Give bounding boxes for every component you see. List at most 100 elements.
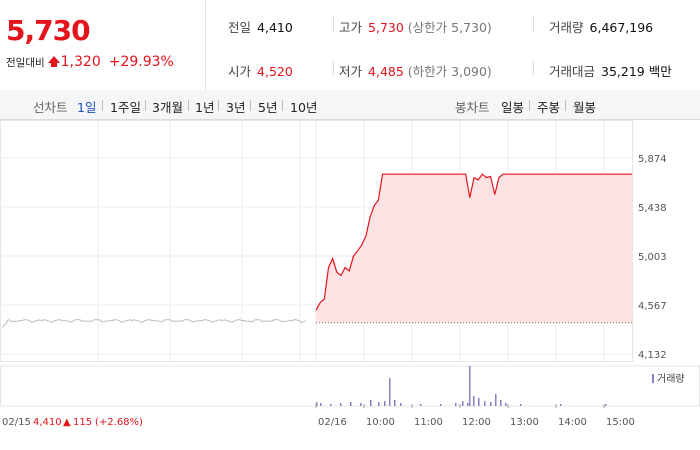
volume-bar: [478, 398, 480, 406]
y-tick-label: 5,874: [638, 154, 667, 165]
stat-value: 6,467,196: [589, 20, 654, 35]
prev-day-up-icon: ▲: [63, 417, 71, 428]
volume-bar: [440, 404, 442, 406]
volume-bar: [484, 401, 486, 406]
volume-bar: [495, 394, 497, 406]
tab-weekly-candle[interactable]: 주봉: [537, 100, 561, 115]
volume-bar: [378, 402, 380, 406]
tab-daily-candle[interactable]: 일봉: [501, 100, 525, 115]
x-tick-label: 11:00: [414, 417, 443, 428]
stat-label: 저가: [339, 64, 363, 79]
today-series: [315, 173, 632, 324]
volume-bar: [505, 403, 507, 406]
divider: [282, 100, 283, 111]
stat-sub: (하한가 3,090): [407, 64, 492, 79]
stat-low: 저가 4,485 (하한가 3,090): [339, 61, 492, 80]
intraday-chart[interactable]: 5,874 5,438 5,003 4,567 4,132 거래량 02/16 10:00…: [0, 120, 700, 450]
prev-day-pct: (+2.68%): [95, 417, 143, 428]
stat-label: 거래대금: [549, 64, 596, 79]
up-arrow-icon: [47, 55, 60, 67]
tab-1y[interactable]: 1년: [195, 100, 215, 115]
divider: [218, 100, 219, 111]
y-tick-label: 4,567: [638, 301, 667, 312]
divider: [565, 100, 566, 111]
stat-prev-close: 전일 4,410: [228, 17, 293, 36]
volume-bar: [455, 403, 457, 406]
volume-bar: [467, 403, 469, 406]
volume-bar: [384, 401, 386, 406]
stat-label: 전일: [228, 20, 252, 35]
candle-chart-label: 봉차트: [455, 100, 490, 115]
volume-bar: [400, 403, 402, 406]
x-tick-label: 02/16: [318, 417, 347, 428]
volume-bar: [394, 400, 396, 406]
volume-bar: [560, 404, 562, 406]
y-tick-label: 4,132: [638, 350, 667, 361]
x-tick-label: 12:00: [462, 417, 491, 428]
volume-bar: [605, 404, 607, 406]
volume-bar: [389, 378, 391, 406]
today-line: [315, 173, 632, 311]
prev-day-series: [1, 319, 307, 328]
chart-toolbar: 선차트 1일 1주일 3개월 1년 3년 5년 10년 봉차트 일봉 주봉 월봉: [0, 90, 700, 120]
tab-monthly-candle[interactable]: 월봉: [573, 100, 597, 115]
divider: [333, 61, 334, 75]
volume-bar: [350, 402, 352, 406]
volume-bar: [420, 404, 422, 406]
prev-day-date: 02/15: [2, 417, 31, 428]
prev-day-close: 4,410: [33, 417, 62, 428]
today-area: [316, 174, 632, 323]
stat-trade-value: 거래대금 35,219 백만: [549, 61, 672, 80]
divider: [145, 100, 146, 111]
volume-bar: [469, 366, 471, 406]
volume-bar: [330, 404, 332, 406]
change-row: 전일대비 1,320 +29.93%: [6, 54, 174, 70]
tab-10y[interactable]: 10년: [290, 100, 318, 115]
volume-legend-swatch: [652, 374, 654, 383]
stat-open: 시가 4,520: [228, 61, 293, 80]
tab-5y[interactable]: 5년: [258, 100, 278, 115]
divider: [250, 100, 251, 111]
change-amount: 1,320: [60, 54, 101, 70]
tab-1w[interactable]: 1주일: [110, 100, 141, 115]
x-tick-label: 14:00: [558, 417, 587, 428]
y-axis: 5,874 5,438 5,003 4,567 4,132: [638, 154, 667, 361]
change-percent: +29.93%: [108, 54, 174, 70]
volume-bar: [370, 400, 372, 406]
change-label: 전일대비: [6, 56, 45, 69]
volume-bar: [520, 404, 522, 406]
tab-3y[interactable]: 3년: [226, 100, 246, 115]
prev-day-line: [1, 319, 307, 328]
current-price: 5,730: [6, 14, 91, 47]
volume-bar: [320, 403, 322, 406]
price-block: 5,730 전일대비 1,320 +29.93%: [0, 0, 206, 90]
divider: [533, 17, 534, 31]
volume-panel: 거래량: [0, 365, 700, 407]
tab-3m[interactable]: 3개월: [152, 100, 183, 115]
volume-legend-label: 거래량: [657, 373, 685, 385]
stat-volume: 거래량 6,467,196: [549, 17, 653, 36]
x-tick-label: 10:00: [366, 417, 395, 428]
x-tick-label: 15:00: [606, 417, 635, 428]
divider: [529, 100, 530, 111]
x-axis: 02/16 10:00 11:00 12:00 13:00 14:00 15:00 02/15…: [2, 404, 635, 428]
divider: [188, 100, 189, 111]
stat-value: 4,410: [257, 20, 293, 35]
stat-label: 거래량: [549, 20, 584, 35]
volume-bar: [500, 400, 502, 406]
divider: [102, 100, 103, 111]
y-tick-label: 5,438: [638, 203, 667, 214]
x-tick-label: 13:00: [510, 417, 539, 428]
tab-1d[interactable]: 1일: [77, 100, 97, 115]
volume-bar: [316, 402, 318, 406]
stat-value: 4,520: [257, 64, 293, 79]
volume-bar: [340, 403, 342, 406]
stat-label: 고가: [339, 20, 363, 35]
price-summary: 5,730 전일대비 1,320 +29.93% 전일 4,410 고가 5,730…: [0, 0, 700, 91]
divider: [533, 61, 534, 75]
stat-high: 고가 5,730 (상한가 5,730): [339, 17, 492, 36]
volume-bar: [462, 401, 464, 406]
stat-sub: (상한가 5,730): [407, 20, 492, 35]
divider: [333, 17, 334, 31]
prev-day-change: 115: [73, 417, 92, 428]
